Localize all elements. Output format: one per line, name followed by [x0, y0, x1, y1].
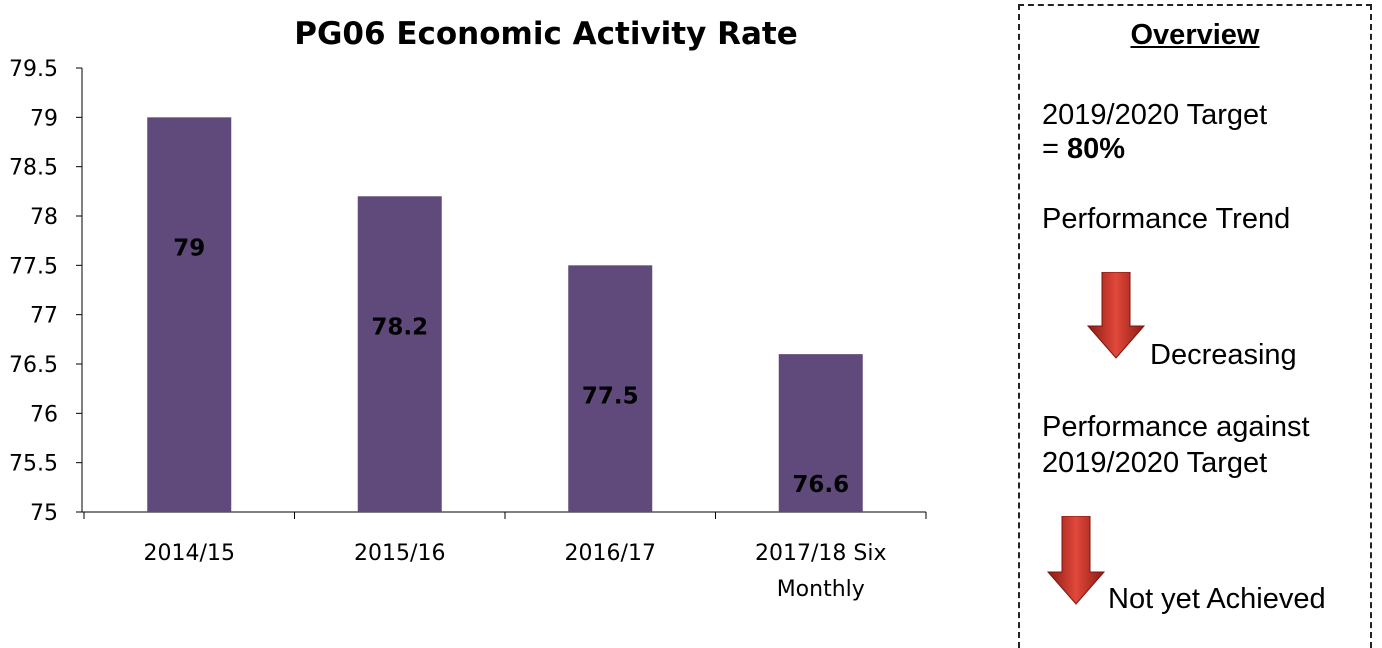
bar — [147, 117, 232, 512]
x-tick-label: 2015/16 — [354, 541, 445, 566]
data-label: 76.6 — [792, 472, 849, 498]
down-arrow-icon — [1086, 272, 1146, 359]
overview-title: Overview — [1130, 19, 1260, 51]
down-arrow-icon — [1046, 516, 1106, 605]
x-tick-label: 2016/17 — [565, 541, 656, 566]
y-tick-label: 75.5 — [9, 452, 58, 477]
bar-chart: PG06 Economic Activity Rate 75 75.5 76 76.5 7… — [9, 16, 927, 602]
data-label: 77.5 — [582, 383, 639, 409]
x-tick-label: 2014/15 — [144, 541, 235, 566]
against-status: Not yet Achieved — [1108, 583, 1326, 615]
x-tick-label: Monthly — [777, 577, 865, 602]
y-tick-label: 77.5 — [9, 254, 58, 279]
data-label: 78.2 — [371, 314, 428, 340]
target-prefix: = — [1042, 133, 1067, 165]
bar — [778, 354, 863, 512]
against-label-line1: Performance against — [1042, 411, 1310, 443]
x-tick-label: 2017/18 Six — [755, 541, 886, 566]
y-tick-label: 76 — [30, 402, 58, 427]
y-tick-label: 79 — [30, 106, 58, 131]
y-tick-label: 76.5 — [9, 353, 58, 378]
y-tick-label: 75 — [30, 501, 58, 526]
bar — [357, 196, 442, 512]
overview-panel: Overview 2019/2020 Target = 80% Performa… — [1018, 4, 1372, 648]
data-label: 79 — [173, 235, 205, 261]
y-tick-label: 78 — [30, 205, 58, 230]
chart-area: PG06 Economic Activity Rate 75 75.5 76 76.5 7… — [9, 16, 927, 602]
chart-title: PG06 Economic Activity Rate — [294, 16, 798, 52]
y-tick-label: 78.5 — [9, 156, 58, 181]
trend-status: Decreasing — [1150, 339, 1297, 371]
against-label-line2: 2019/2020 Target — [1042, 447, 1268, 479]
trend-label: Performance Trend — [1042, 203, 1291, 235]
target-value-line: = 80% — [1042, 132, 1125, 166]
y-tick-label: 77 — [30, 304, 58, 329]
target-label: 2019/2020 Target — [1042, 99, 1268, 131]
bar — [568, 265, 653, 512]
target-value: 80% — [1067, 133, 1126, 165]
y-tick-label: 79.5 — [9, 57, 58, 82]
